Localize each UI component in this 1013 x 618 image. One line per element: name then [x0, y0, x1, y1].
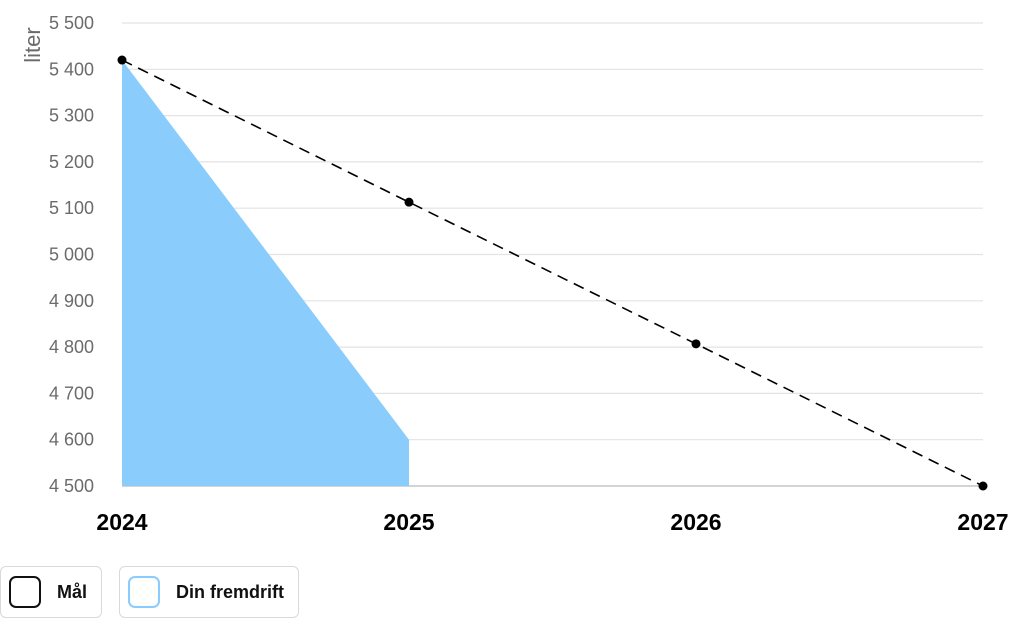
y-ticks: 5 500 5 400 5 300 5 200 5 100 5 000 4 900 4 800…: [49, 13, 94, 496]
y-tick-label: 4 600: [49, 430, 94, 450]
y-tick-label: 5 300: [49, 106, 94, 126]
y-axis-label: liter: [20, 27, 45, 62]
y-tick-label: 4 700: [49, 383, 94, 403]
y-tick-label: 5 400: [49, 59, 94, 79]
area-din-fremdrift: [122, 60, 409, 486]
point-maal[interactable]: [691, 339, 701, 349]
y-tick-label: 5 100: [49, 198, 94, 218]
legend-label-maal: Mål: [57, 581, 88, 602]
line-maal: [121, 59, 984, 487]
point-maal[interactable]: [404, 197, 414, 207]
x-tick-label: 2026: [670, 509, 721, 535]
legend-item-din-fremdrift[interactable]: Din fremdrift: [119, 566, 300, 618]
y-tick-label: 4 500: [49, 476, 94, 496]
x-tick-label: 2027: [957, 509, 1008, 535]
y-tick-label: 4 900: [49, 291, 94, 311]
x-tick-label: 2025: [383, 509, 434, 535]
x-tick-label: 2024: [96, 509, 147, 535]
line-layer: [117, 55, 988, 491]
chart: 5 500 5 400 5 300 5 200 5 100 5 000 4 900 4 800…: [20, 13, 1009, 535]
point-maal[interactable]: [117, 55, 127, 65]
point-maal[interactable]: [978, 481, 988, 491]
legend-item-maal[interactable]: Mål: [0, 566, 103, 618]
legend-label-din-fremdrift: Din fremdrift: [176, 581, 285, 602]
legend-swatch-maal: [9, 576, 41, 608]
area-layer: [122, 60, 409, 486]
x-ticks: 2024 2025 2026 2027: [96, 509, 1008, 535]
y-tick-label: 4 800: [49, 337, 94, 357]
y-tick-label: 5 500: [49, 13, 94, 33]
y-tick-label: 5 000: [49, 245, 94, 265]
legend: Mål Din fremdrift: [0, 566, 300, 618]
y-tick-label: 5 200: [49, 152, 94, 172]
legend-swatch-din-fremdrift: [128, 576, 161, 608]
